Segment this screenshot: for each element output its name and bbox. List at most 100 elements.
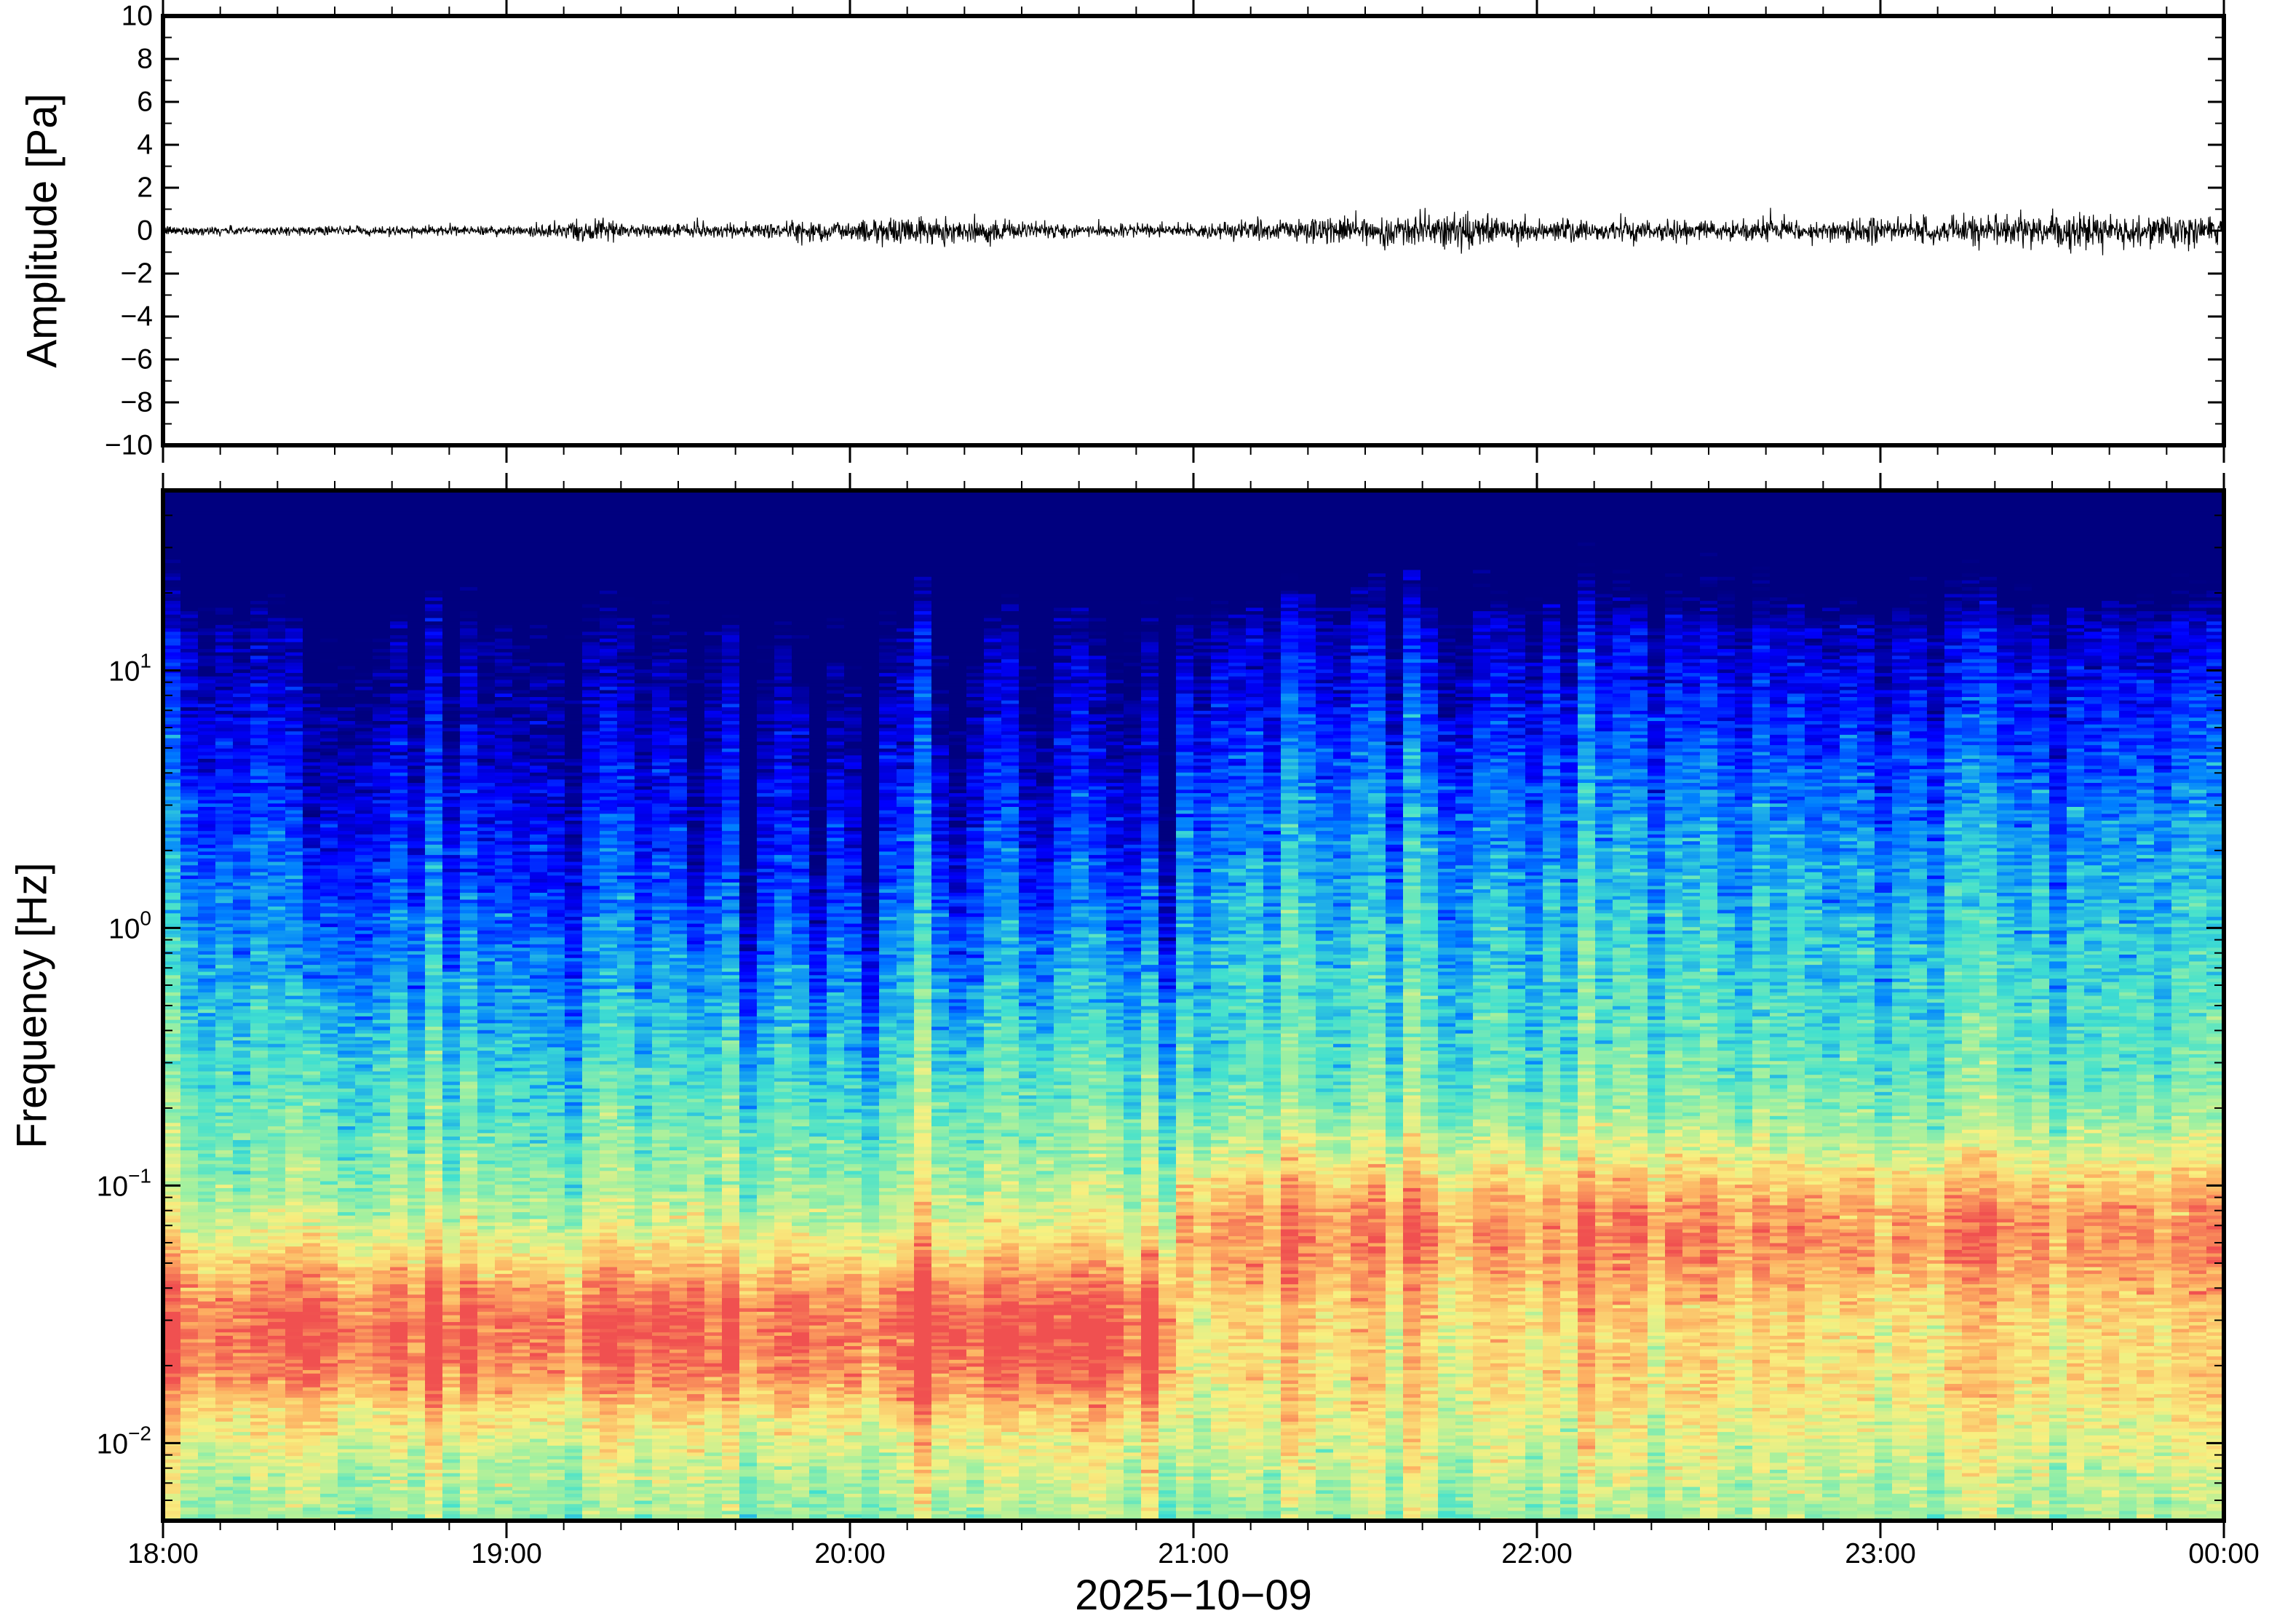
spectrogram-cell — [233, 1067, 251, 1072]
spectrogram-cell — [215, 951, 234, 955]
spectrogram-cell — [338, 906, 356, 910]
spectrogram-cell — [442, 1497, 461, 1501]
spectrogram-cell — [198, 868, 216, 872]
spectrogram-cell — [355, 549, 373, 553]
spectrogram-cell — [373, 792, 391, 797]
spectrogram-cell — [180, 772, 199, 776]
spectrogram-cell — [425, 1081, 443, 1086]
spectrogram-cell — [425, 1123, 443, 1127]
spectrogram-cell — [285, 724, 303, 728]
spectrogram-cell — [163, 1143, 181, 1147]
spectrogram-cell — [373, 1184, 391, 1188]
spectrogram-cell — [180, 1050, 199, 1054]
spectrogram-cell — [303, 1469, 321, 1473]
spectrogram-cell — [250, 1215, 269, 1219]
spectrogram-cell — [198, 638, 216, 642]
spectrogram-cell — [215, 1147, 234, 1151]
spectrogram-cell — [355, 1235, 373, 1240]
spectrogram-cell — [373, 1459, 391, 1463]
spectrogram-cell — [268, 590, 286, 594]
spectrogram-cell — [233, 982, 251, 986]
spectrogram-cell — [250, 772, 269, 776]
spectrogram-cell — [390, 782, 408, 787]
spectrogram-cell — [303, 1209, 321, 1213]
spectrogram-cell — [198, 1257, 216, 1261]
spectrogram-cell — [408, 1318, 426, 1323]
spectrogram-cell — [303, 518, 321, 522]
spectrogram-cell — [250, 634, 269, 639]
spectrogram-cell — [198, 1026, 216, 1030]
spectrogram-cell — [268, 796, 286, 800]
spectrogram-cell — [198, 1363, 216, 1367]
spectrogram-cell — [425, 1393, 443, 1398]
spectrogram-cell — [373, 878, 391, 883]
spectrogram-cell — [320, 1233, 338, 1237]
spectrogram-cell — [180, 830, 199, 835]
spectrogram-cell — [303, 958, 321, 962]
spectrogram-cell — [390, 597, 408, 601]
spectrogram-cell — [233, 1301, 251, 1305]
spectrogram-cell — [215, 1201, 234, 1206]
spectrogram-cell — [338, 1307, 356, 1312]
spectrogram-cell — [215, 1497, 234, 1501]
spectrogram-cell — [390, 865, 408, 869]
spectrogram-cell — [215, 1191, 234, 1195]
spectrogram-cell — [408, 892, 426, 896]
spectrogram-cell — [338, 1201, 356, 1206]
spectrogram-cell — [163, 1417, 181, 1422]
spectrogram-cell — [338, 1023, 356, 1027]
spectrogram-cell — [390, 1181, 408, 1185]
spectrogram-cell — [373, 1219, 391, 1223]
spectrogram-cell — [163, 511, 181, 515]
spectrogram-cell — [338, 514, 356, 519]
spectrogram-cell — [198, 851, 216, 856]
spectrogram-cell — [390, 800, 408, 804]
spectrogram-cell — [198, 1129, 216, 1134]
spectrogram-cell — [233, 840, 251, 845]
spectrogram-cell — [303, 961, 321, 966]
spectrogram-cell — [163, 796, 181, 800]
spectrogram-cell — [233, 1462, 251, 1467]
spectrogram-cell — [268, 706, 286, 711]
spectrogram-cell — [303, 642, 321, 646]
spectrogram-cell — [163, 1112, 181, 1116]
spectrogram-cell — [303, 1078, 321, 1082]
spectrogram-cell — [303, 1098, 321, 1102]
spectrogram-cell — [338, 885, 356, 890]
spectrogram-cell — [285, 1401, 303, 1405]
spectrogram-cell — [215, 1291, 234, 1295]
spectrogram-cell — [268, 1074, 286, 1078]
spectrogram-cell — [303, 762, 321, 766]
spectrogram-cell — [198, 1019, 216, 1024]
spectrogram-cell — [198, 1139, 216, 1144]
spectrogram-cell — [355, 1393, 373, 1398]
spectrogram-cell — [233, 896, 251, 900]
spectrogram-cell — [338, 800, 356, 804]
spectrogram-cell — [233, 909, 251, 914]
spectrogram-cell — [442, 1397, 461, 1401]
spectrogram-cell — [355, 889, 373, 893]
spectrogram-cell — [198, 803, 216, 808]
spectrogram-cell — [180, 1466, 199, 1470]
spectrogram-cell — [163, 1150, 181, 1154]
spectrogram-cell — [180, 652, 199, 656]
spectrogram-cell — [163, 958, 181, 962]
spectrogram-cell — [268, 951, 286, 955]
spectrogram-cell — [338, 1123, 356, 1127]
spectrogram-cell — [180, 1061, 199, 1065]
spectrogram-cell — [390, 1054, 408, 1058]
spectrogram-cell — [355, 734, 373, 739]
spectrogram-cell — [390, 642, 408, 646]
spectrogram-cell — [303, 645, 321, 649]
spectrogram-cell — [373, 720, 391, 725]
spectrogram-cell — [198, 501, 216, 505]
spectrogram-cell — [355, 765, 373, 770]
spectrogram-cell — [390, 1257, 408, 1261]
spectrogram-cell — [408, 1490, 426, 1494]
spectrogram-cell — [390, 1071, 408, 1075]
spectrogram-cell — [268, 1136, 286, 1140]
spectrogram-cell — [338, 755, 356, 759]
spectrogram-cell — [442, 1486, 461, 1491]
spectrogram-cell — [425, 1225, 443, 1230]
spectrogram-cell — [180, 926, 199, 931]
